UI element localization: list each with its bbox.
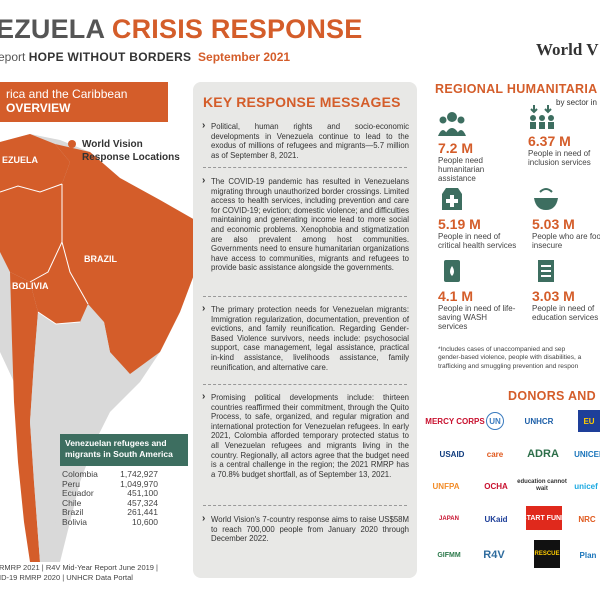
regional-needs-title: REGIONAL HUMANITARIA	[435, 82, 598, 96]
donor-logo-japan: JAPAN	[439, 516, 459, 522]
divider	[203, 167, 407, 168]
map-venezuela-colombia	[0, 134, 70, 192]
donor-logo-care: care	[486, 449, 504, 459]
table-row: Chile 457,324	[62, 497, 158, 508]
donor-logo-unhcr: UNHCR	[524, 416, 554, 426]
donor-logo-unicef-blue: UNICEF	[574, 449, 600, 459]
map-legend: World Vision Response Locations	[68, 138, 182, 164]
table-row: Bolivia 10,600	[62, 516, 158, 527]
people-group-icon	[438, 112, 466, 136]
divider	[203, 505, 407, 506]
stat-humanitarian: 7.2 M People need humanitarian assistanc…	[438, 110, 518, 183]
stat-inclusion: 6.37 M People in need of inclusion servi…	[528, 103, 600, 167]
stat-education: 3.03 M People in need of education servi…	[532, 258, 600, 322]
label-bolivia: BOLIVIA	[12, 281, 49, 291]
divider	[203, 384, 407, 385]
donor-logo-rescue: RESCUE	[534, 540, 560, 568]
refugees-table: Colombia 1,742,927 Peru 1,049,970 Ecuador 4…	[62, 469, 158, 528]
key-message-4: Promising political developments include…	[202, 392, 409, 479]
key-messages-title: KEY RESPONSE MESSAGES	[203, 94, 401, 110]
donor-logo-usaid: USAID	[439, 449, 465, 459]
donor-logo-r4v: R4V	[483, 549, 505, 561]
divider	[203, 296, 407, 297]
report-title: EZUELA CRISIS RESPONSE	[0, 14, 363, 44]
donor-logo-adra: ADRA	[527, 448, 559, 460]
key-message-5: World Vision's 7-country response aims t…	[202, 514, 409, 544]
donors-title: DONORS AND	[508, 389, 596, 403]
food-bowl-icon	[534, 188, 558, 210]
stat-health: 5.19 M People in need of critical health…	[438, 186, 518, 250]
donor-logo-ecw: education cannot wait	[517, 479, 567, 492]
table-row: Brazil 261,441	[62, 507, 158, 518]
table-row: Colombia 1,742,927	[62, 469, 158, 479]
regional-needs-subtitle: by sector in	[556, 98, 597, 107]
needs-footnote: *Includes cases of unaccompanied and sep…	[438, 346, 582, 370]
table-row: Ecuador 451,100	[62, 488, 158, 499]
map-brazil	[55, 144, 195, 374]
key-message-3: The primary protection needs for Venezue…	[202, 304, 409, 372]
refugees-box-title: Venezuelan refugees and migrants in Sout…	[60, 434, 188, 466]
key-message-1: Political, human rights and socio-econom…	[202, 121, 409, 160]
label-venezuela: EZUELA	[2, 155, 38, 165]
map-peru-ecuador	[0, 184, 62, 282]
label-brazil: BRAZIL	[84, 254, 117, 264]
report-subtitle: eport HOPE WITHOUT BORDERS September 202…	[0, 50, 291, 64]
donor-logo-ocha: OCHA	[484, 481, 508, 491]
health-icon	[442, 188, 462, 210]
stat-food: 5.03 M People who are food insecure	[532, 186, 600, 250]
legend-dot	[68, 140, 76, 148]
donor-logo-nrc: NRC	[578, 514, 596, 524]
donor-logo-plan: Plan	[579, 550, 597, 560]
donor-logo-unfpa: UNFPA	[432, 481, 460, 491]
stat-wash: 4.1 M People in need of life-saving WASH…	[438, 258, 518, 331]
donor-logo-eu: EU	[578, 410, 600, 432]
map-bolivia	[30, 242, 88, 324]
donor-logo-gifmm: GIFMM	[437, 551, 461, 559]
donor-logo-unicef: unicef	[574, 481, 598, 491]
region-overview-banner: rica and the Caribbean OVERVIEW	[0, 82, 168, 122]
water-icon	[444, 260, 460, 282]
donor-logo-ukaid: UKaid	[484, 514, 508, 524]
key-message-2: The COVID-19 pandemic has resulted in Ve…	[202, 176, 409, 273]
sources-note: RMRP 2021 | R4V Mid-Year Report June 201…	[0, 563, 158, 582]
world-vision-logo[interactable]: World V	[536, 40, 599, 59]
table-row: Peru 1,049,970	[62, 478, 158, 489]
donor-logo-mercy-corps: MERCY CORPS	[425, 416, 485, 426]
inclusion-icon	[530, 105, 554, 129]
donor-logo-un: UN	[486, 412, 504, 430]
map-chile	[10, 272, 40, 562]
donor-logo-start-fund: START FUND	[522, 506, 566, 530]
education-icon	[538, 260, 554, 282]
key-messages-panel: KEY RESPONSE MESSAGES Political, human r…	[193, 82, 417, 578]
